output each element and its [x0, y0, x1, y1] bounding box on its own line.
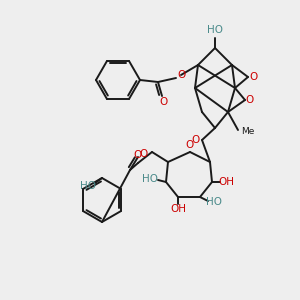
- Text: O: O: [160, 97, 168, 107]
- Text: HO: HO: [80, 181, 96, 191]
- Text: O: O: [186, 140, 194, 150]
- Text: O: O: [177, 70, 185, 80]
- Text: HO: HO: [207, 25, 223, 35]
- Text: Me: Me: [241, 128, 255, 136]
- Text: O: O: [246, 95, 254, 105]
- Text: OH: OH: [218, 177, 234, 187]
- Text: O: O: [139, 149, 147, 159]
- Text: O: O: [192, 135, 200, 145]
- Text: O: O: [249, 72, 257, 82]
- Text: HO: HO: [206, 197, 222, 207]
- Text: O: O: [134, 150, 142, 160]
- Text: HO: HO: [142, 174, 158, 184]
- Text: OH: OH: [170, 204, 186, 214]
